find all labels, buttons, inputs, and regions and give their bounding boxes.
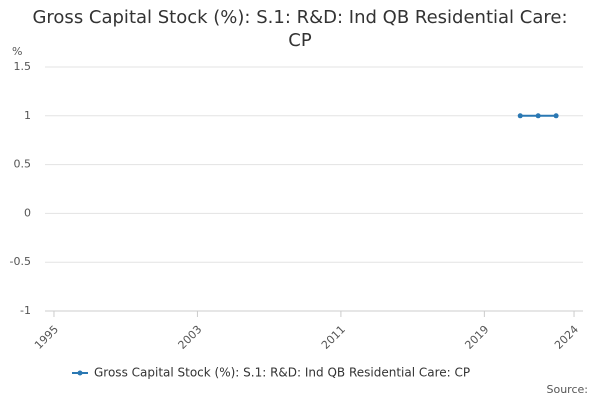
x-tick-label: 2011 — [319, 323, 348, 352]
x-tick-label: 1995 — [32, 323, 61, 352]
legend-marker — [77, 370, 83, 376]
x-tick-label: 2024 — [552, 323, 581, 352]
source: Source: — [547, 383, 589, 396]
data-point — [535, 113, 541, 119]
x-tick-label: 2019 — [462, 323, 491, 352]
y-tick-label: -0.5 — [10, 255, 31, 268]
data-point — [517, 113, 523, 119]
y-axis-label: % — [12, 45, 22, 58]
y-tick-label: 1.5 — [14, 60, 32, 73]
y-tick-label: 0 — [24, 206, 31, 219]
data-point — [553, 113, 559, 119]
y-tick-label: 1 — [24, 109, 31, 122]
y-tick-label: -1 — [20, 304, 31, 317]
x-tick-label: 2003 — [176, 323, 205, 352]
y-tick-label: 0.5 — [14, 158, 32, 171]
legend-label: Gross Capital Stock (%): S.1: R&D: Ind Q… — [94, 366, 470, 380]
chart-title: Gross Capital Stock (%): S.1: R&D: Ind Q… — [32, 7, 568, 51]
